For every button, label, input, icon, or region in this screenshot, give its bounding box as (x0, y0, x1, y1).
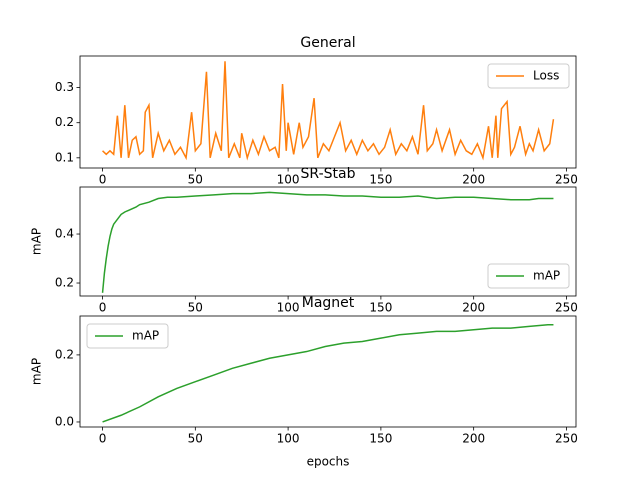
legend-box (487, 263, 570, 289)
x-tick-label: 0 (99, 301, 107, 315)
line (101, 191, 554, 293)
x-tick-label: 150 (369, 301, 392, 315)
legend-label: Loss (533, 69, 559, 83)
y-tick-label: 0.2 (55, 347, 74, 361)
x-tick-label: 150 (369, 432, 392, 446)
chart-title: Magnet (302, 295, 355, 311)
legend-box (86, 323, 169, 349)
axes-frame (79, 55, 577, 169)
x-tick-label: 200 (462, 432, 485, 446)
x-tick-label: 50 (188, 301, 203, 315)
line (102, 61, 555, 161)
y-tick-label: 0.3 (55, 80, 74, 94)
x-tick-label: 200 (462, 173, 485, 187)
x-tick-label: 100 (277, 432, 300, 446)
x-tick-label: 100 (277, 301, 300, 315)
legend-label: mAP (132, 329, 159, 343)
y-tick-label: 0.1 (55, 150, 74, 164)
x-tick-label: 250 (555, 432, 578, 446)
x-tick-label: 150 (369, 173, 392, 187)
x-tick-label: 250 (555, 301, 578, 315)
y-axis-label: mAP (30, 228, 44, 255)
y-tick-label: 0.4 (55, 227, 74, 241)
x-axis-label: epochs (307, 455, 350, 469)
axes-frame (79, 315, 577, 428)
legend-box (487, 63, 570, 89)
y-tick-label: 0.2 (55, 276, 74, 290)
x-tick-label: 200 (462, 301, 485, 315)
chart-title: General (300, 35, 355, 51)
y-axis-label: mAP (30, 358, 44, 385)
line (102, 323, 554, 423)
x-tick-label: 100 (277, 173, 300, 187)
x-tick-label: 50 (188, 173, 203, 187)
x-tick-label: 50 (188, 432, 203, 446)
chart-title: SR-Stab (301, 166, 356, 182)
x-tick-label: 0 (99, 173, 107, 187)
x-tick-label: 0 (99, 432, 107, 446)
x-tick-label: 250 (555, 173, 578, 187)
axes-frame (79, 186, 577, 297)
y-tick-label: 0.0 (55, 414, 74, 428)
y-tick-label: 0.2 (55, 115, 74, 129)
legend-label: mAP (533, 269, 560, 283)
